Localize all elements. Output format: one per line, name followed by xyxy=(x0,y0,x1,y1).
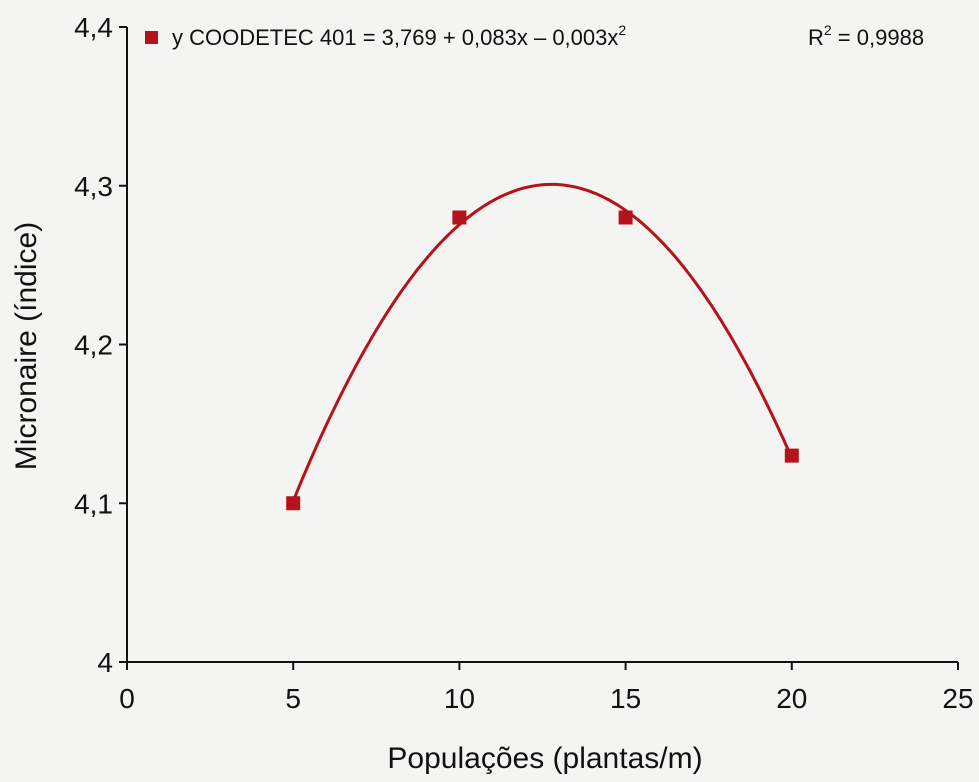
data-point xyxy=(286,496,301,511)
trendline-curve xyxy=(291,182,794,502)
x-tick-label: 10 xyxy=(444,683,475,714)
ticks: 4 4,1 4,2 4,3 4,4 0 5 10 15 20 25 xyxy=(74,12,974,714)
x-tick-label: 20 xyxy=(776,683,807,714)
y-tick-label: 4 xyxy=(97,647,113,678)
legend-equation: y COODETEC 401 = 3,769 + 0,083x – 0,003x… xyxy=(172,22,626,50)
legend-marker xyxy=(145,31,158,44)
data-point xyxy=(618,210,633,225)
y-tick-label: 4,4 xyxy=(74,12,113,43)
x-tick-label: 25 xyxy=(942,683,973,714)
y-tick-label: 4,3 xyxy=(74,171,113,202)
r-squared-value: = 0,9988 xyxy=(832,25,924,50)
x-tick-label: 0 xyxy=(119,683,135,714)
data-point xyxy=(784,448,799,463)
data-points xyxy=(286,210,799,511)
r-squared-exponent: 2 xyxy=(824,22,832,38)
y-axis-title: Micronaire (índice) xyxy=(10,222,43,470)
r-squared-symbol: R xyxy=(808,25,824,50)
legend-equation-exponent: 2 xyxy=(618,22,626,38)
x-tick-label: 5 xyxy=(285,683,301,714)
x-axis-title: Populações (plantas/m) xyxy=(387,742,702,775)
data-point xyxy=(452,210,467,225)
axes xyxy=(126,27,958,663)
r-squared-label: R2 = 0,9988 xyxy=(808,22,924,50)
y-tick-label: 4,1 xyxy=(74,488,113,519)
y-tick-label: 4,2 xyxy=(74,330,113,361)
legend: y COODETEC 401 = 3,769 + 0,083x – 0,003x… xyxy=(145,22,924,50)
x-tick-label: 15 xyxy=(610,683,641,714)
legend-equation-text: y COODETEC 401 = 3,769 + 0,083x – 0,003x xyxy=(172,25,618,50)
